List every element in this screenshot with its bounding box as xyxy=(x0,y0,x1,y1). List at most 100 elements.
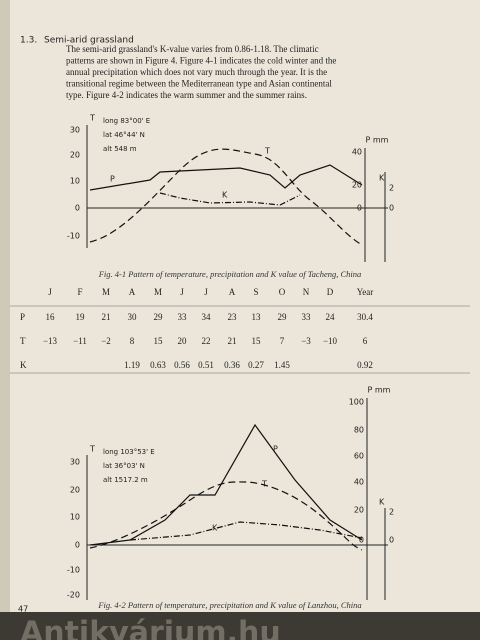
temperature-curve xyxy=(89,481,363,551)
station-info: lat 46°44' N xyxy=(103,131,145,139)
tick-label: 20 xyxy=(354,506,364,515)
cell: −3 xyxy=(301,336,311,346)
cell: 0.51 xyxy=(198,360,214,370)
tick-label: 60 xyxy=(354,452,364,461)
k-curve xyxy=(159,192,301,206)
cell: 24 xyxy=(326,312,336,322)
tick-label: -20 xyxy=(67,591,80,600)
column-header: J xyxy=(204,287,208,297)
cell: 15 xyxy=(252,336,262,346)
tick-label: 100 xyxy=(349,398,364,407)
cell: −11 xyxy=(73,336,87,346)
column-header: M xyxy=(154,287,162,297)
column-header: O xyxy=(279,287,286,297)
cell: 15 xyxy=(154,336,164,346)
paragraph-line: transitional regime between the Mediterr… xyxy=(66,79,332,89)
curve-label: P xyxy=(110,175,115,184)
column-header: D xyxy=(327,287,334,297)
cell: 21 xyxy=(102,312,111,322)
cell: 29 xyxy=(154,312,164,322)
cell: 6 xyxy=(363,336,368,346)
curve-label: K xyxy=(222,191,228,200)
cell: −10 xyxy=(323,336,338,346)
cell: 19 xyxy=(76,312,86,322)
column-header: F xyxy=(77,287,82,297)
tick-label: 0 xyxy=(389,536,394,545)
tick-label: 0 xyxy=(389,204,394,213)
tick-label: 30 xyxy=(70,458,80,467)
column-header: M xyxy=(102,287,110,297)
curve-label: T xyxy=(264,147,270,156)
cell: 21 xyxy=(228,336,237,346)
cell: 16 xyxy=(46,312,56,322)
cell: 1.19 xyxy=(124,360,140,370)
curve-label: P xyxy=(273,445,278,454)
cell: 0.92 xyxy=(357,360,373,370)
paragraph-line: The semi-arid grassland's K-value varies… xyxy=(66,44,319,54)
tick-label: 20 xyxy=(70,486,80,495)
section-number: 1.3. xyxy=(20,36,37,46)
figure-caption: Fig. 4-1 Pattern of temperature, precipi… xyxy=(98,269,362,279)
row-label: K xyxy=(20,360,27,370)
cell: −2 xyxy=(101,336,111,346)
cell: 8 xyxy=(130,336,135,346)
station-info: alt 1517.2 m xyxy=(103,476,148,484)
cell: 33 xyxy=(302,312,312,322)
cell: 0.63 xyxy=(150,360,166,370)
k-curve xyxy=(129,521,363,541)
tick-label: 0 xyxy=(359,536,364,545)
station-info: long 103°53' E xyxy=(103,448,155,456)
station-info: alt 548 m xyxy=(103,145,137,153)
cell: 7 xyxy=(280,336,285,346)
cell: 33 xyxy=(178,312,188,322)
figure-1 xyxy=(86,125,388,262)
column-header: N xyxy=(303,287,310,297)
tick-label: 2 xyxy=(389,508,394,517)
cell: 23 xyxy=(228,312,238,322)
cell: 0.27 xyxy=(248,360,264,370)
watermark: Antikvárium.hu xyxy=(20,616,281,640)
tick-label: -10 xyxy=(67,232,80,241)
cell: 30 xyxy=(128,312,138,322)
tick-label: 30 xyxy=(70,126,80,135)
cell: 20 xyxy=(178,336,188,346)
cell: 0.56 xyxy=(174,360,190,370)
tick-label: 0 xyxy=(357,204,362,213)
paragraph-line: type. Figure 4-2 indicates the warm summ… xyxy=(66,90,307,100)
axis-title: P mm xyxy=(366,136,389,145)
cell: 0.36 xyxy=(224,360,240,370)
station-info: long 83°00' E xyxy=(103,117,150,125)
tick-label: 40 xyxy=(354,478,364,487)
tick-label: 40 xyxy=(352,148,362,157)
paragraph: The semi-arid grassland's K-value varies… xyxy=(66,44,336,100)
axis-title: K xyxy=(379,498,385,507)
column-header: A xyxy=(229,287,236,297)
column-header: Year xyxy=(357,287,374,297)
precipitation-curve xyxy=(89,423,363,546)
column-header: J xyxy=(180,287,184,297)
column-header: J xyxy=(48,287,52,297)
page-number: 47 xyxy=(18,605,28,614)
tick-label: 0 xyxy=(75,204,80,213)
figure-caption: Fig. 4-2 Pattern of temperature, precipi… xyxy=(97,600,361,610)
paragraph-line: annual precipitation which does not vary… xyxy=(66,67,327,77)
tick-label: 20 xyxy=(352,181,362,190)
cell: 22 xyxy=(202,336,211,346)
axis-title: P mm xyxy=(368,386,391,395)
axis-title: T xyxy=(89,114,95,123)
station-info: lat 36°03' N xyxy=(103,462,145,470)
section-title: Semi-arid grassland xyxy=(44,36,134,46)
column-header: A xyxy=(129,287,136,297)
column-header: S xyxy=(253,287,258,297)
tick-label: 10 xyxy=(70,513,80,522)
axis-title: K xyxy=(379,174,385,183)
dark-edge xyxy=(0,612,480,640)
cell: −13 xyxy=(43,336,58,346)
precipitation-curve xyxy=(89,164,363,191)
cell: 29 xyxy=(278,312,288,322)
